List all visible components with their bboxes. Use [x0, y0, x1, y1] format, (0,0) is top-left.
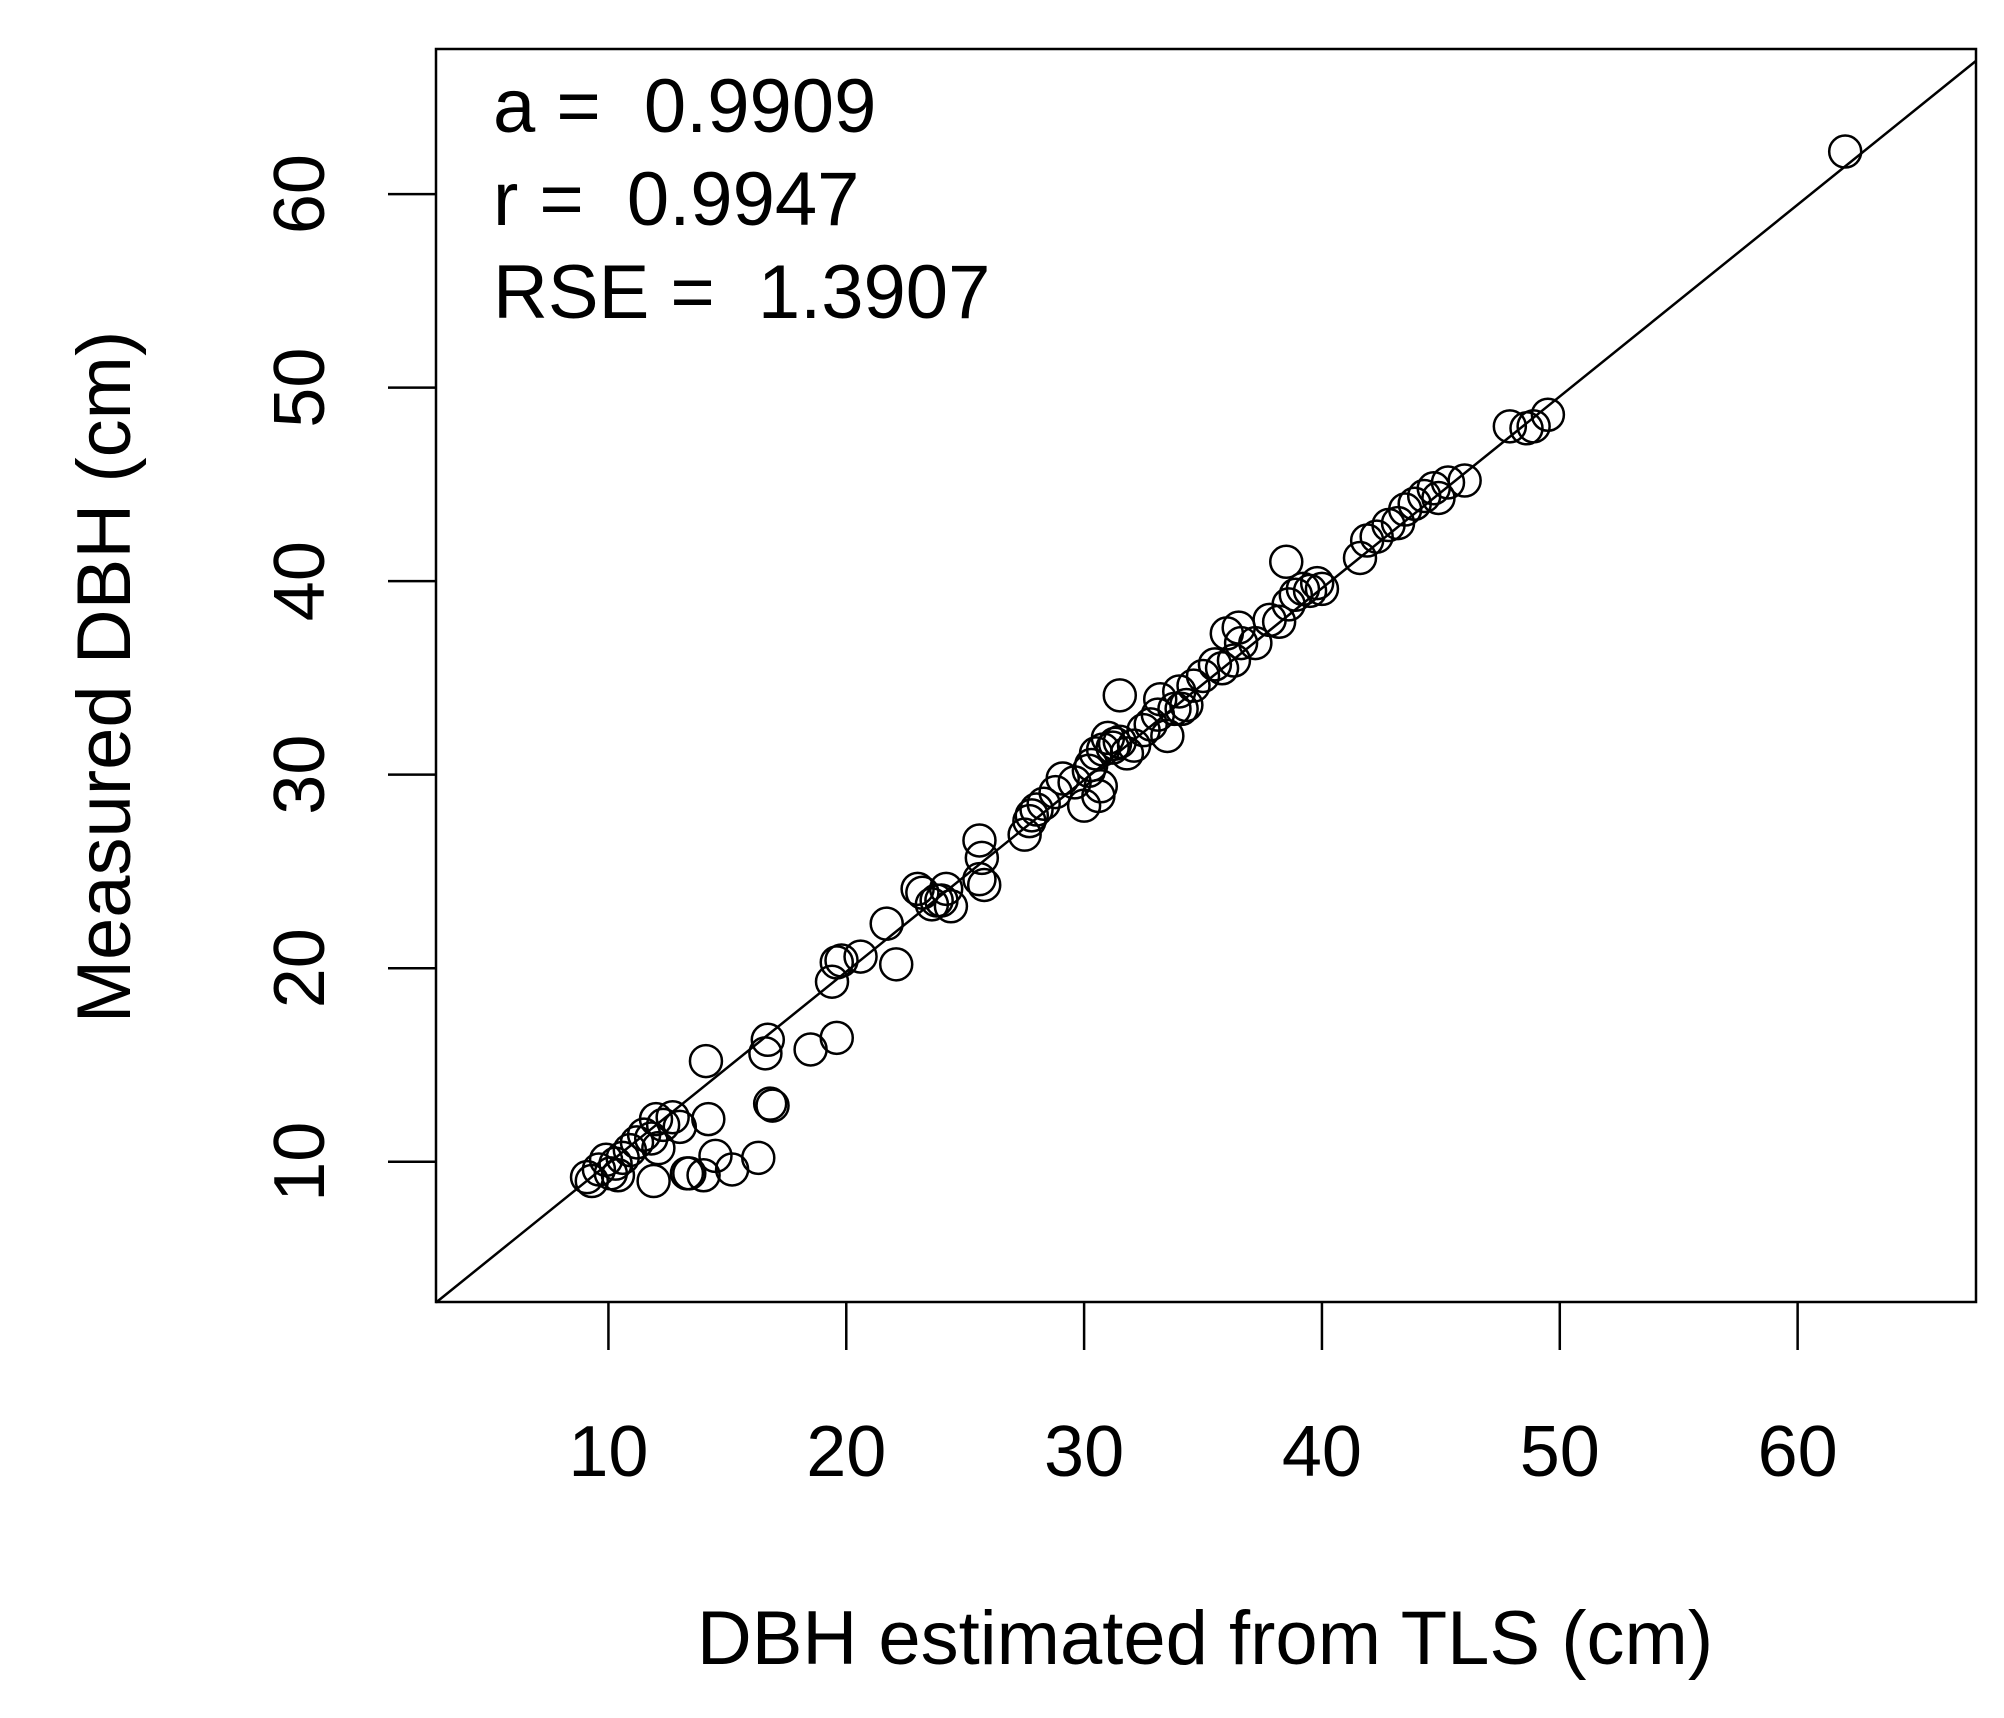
data-point	[843, 939, 878, 974]
data-point	[1102, 678, 1138, 713]
data-point	[688, 1043, 724, 1079]
data-point	[1140, 697, 1176, 732]
y-tick-label: 60	[260, 154, 340, 234]
data-point	[1197, 647, 1233, 682]
x-tick-label: 20	[806, 1412, 886, 1492]
data-point	[748, 1036, 783, 1071]
plot-area	[434, 47, 1978, 1304]
data-point	[1387, 492, 1423, 527]
data-point	[1204, 650, 1240, 686]
y-tick-label: 40	[260, 541, 340, 621]
data-point	[752, 1086, 788, 1121]
fit-statistics: a = 0.9909 r = 0.9947 RSE = 1.3907	[493, 64, 990, 335]
data-point	[750, 1022, 786, 1058]
data-point	[933, 889, 969, 924]
y-axis-title: Measured DBH (cm)	[62, 331, 147, 1024]
data-point	[1102, 724, 1138, 760]
data-points	[569, 134, 1863, 1199]
data-point	[598, 1146, 633, 1181]
x-tick-label: 60	[1758, 1412, 1838, 1492]
data-point	[691, 1101, 726, 1137]
regression-line	[435, 59, 1977, 1304]
data-point	[878, 947, 914, 982]
data-point	[741, 1140, 776, 1176]
y-tick-label: 50	[260, 348, 340, 428]
data-point	[1095, 730, 1130, 765]
x-tick-label: 50	[1520, 1412, 1600, 1492]
data-point	[1109, 736, 1145, 771]
data-point	[1304, 571, 1340, 607]
data-point	[636, 1163, 671, 1199]
data-point	[755, 1088, 790, 1123]
data-point	[1012, 803, 1047, 839]
data-point	[1026, 786, 1061, 821]
data-point	[662, 1109, 698, 1145]
data-point	[638, 1101, 674, 1137]
data-point	[655, 1099, 690, 1135]
data-point	[900, 871, 935, 907]
data-point	[1299, 565, 1335, 601]
data-point	[1019, 792, 1054, 827]
data-point	[1278, 577, 1314, 612]
stat-r-text: r = 0.9947	[493, 157, 859, 242]
x-tick-label: 30	[1044, 1412, 1124, 1492]
data-point	[1359, 519, 1394, 554]
x-axis-title: DBH estimated from TLS (cm)	[697, 1596, 1713, 1681]
data-point	[686, 1157, 721, 1193]
data-point	[1342, 540, 1378, 576]
y-tick-label: 10	[260, 1122, 340, 1202]
data-point	[1827, 134, 1863, 169]
data-point	[645, 1107, 681, 1143]
data-point	[1492, 409, 1528, 444]
data-point	[1216, 643, 1252, 678]
data-point	[819, 1020, 855, 1056]
data-point	[641, 1130, 676, 1166]
data-point	[824, 943, 859, 978]
data-point	[814, 964, 850, 999]
data-point	[600, 1157, 636, 1193]
data-point	[1430, 465, 1466, 500]
data-point	[1269, 544, 1304, 580]
x-axis: 10 20 30 40 50 60	[568, 1302, 1838, 1492]
x-tick-label: 10	[568, 1412, 648, 1492]
data-point	[962, 861, 997, 897]
data-point	[928, 871, 964, 907]
data-point	[1223, 625, 1259, 661]
data-point	[1176, 668, 1211, 703]
data-point	[1150, 718, 1185, 754]
data-point	[962, 823, 997, 858]
data-point	[1530, 397, 1566, 432]
x-tick-label: 40	[1282, 1412, 1362, 1492]
data-point	[1164, 691, 1199, 727]
stat-a-text: a = 0.9909	[493, 64, 876, 149]
y-tick-label: 30	[260, 735, 340, 815]
plot-box	[434, 47, 1978, 1304]
data-point	[619, 1125, 655, 1160]
data-point	[964, 840, 1000, 876]
data-point	[1261, 604, 1297, 640]
data-point	[1081, 778, 1116, 814]
data-point	[672, 1156, 707, 1191]
data-point	[869, 906, 904, 941]
stat-rse-text: RSE = 1.3907	[493, 250, 990, 335]
data-point	[1221, 610, 1256, 645]
data-point	[1185, 658, 1221, 694]
data-point	[1447, 463, 1482, 498]
data-point	[966, 867, 1002, 903]
y-tick-label: 20	[260, 928, 340, 1008]
y-axis: 10 20 30 40 50 60	[260, 154, 436, 1202]
data-point	[1292, 573, 1328, 609]
